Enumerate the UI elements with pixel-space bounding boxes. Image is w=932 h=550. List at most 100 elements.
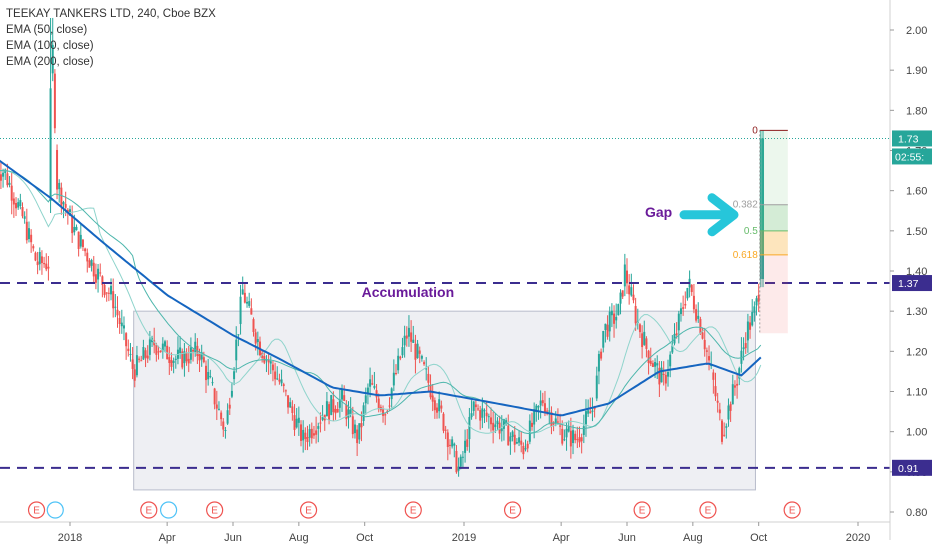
candle-body	[617, 304, 620, 316]
candle-body	[697, 315, 700, 319]
horizontal-levels[interactable]	[0, 137, 890, 469]
candle-body	[483, 410, 486, 412]
candle-body	[187, 358, 190, 364]
earnings-event-icon[interactable]	[503, 501, 522, 519]
level-badge-bg	[892, 459, 932, 476]
earnings-event-icon[interactable]	[633, 501, 651, 519]
price-axis[interactable]: 0.800.901.001.101.201.301.401.501.601.70…	[889, 0, 927, 540]
candle-body	[749, 322, 752, 330]
earnings-event-icon[interactable]	[783, 501, 801, 519]
legend-ema-100: EMA (100, close)	[6, 40, 94, 52]
candle-body	[19, 200, 22, 207]
candle-body	[336, 408, 339, 413]
legend-ema-50: EMA (50, close)	[6, 24, 88, 36]
candle-body	[170, 360, 173, 367]
candle-body	[364, 395, 367, 404]
candle-body	[746, 321, 749, 341]
candle-body	[15, 202, 18, 209]
candle-body	[185, 353, 188, 362]
earnings-event-icon[interactable]	[699, 501, 717, 519]
candle-body	[531, 422, 534, 427]
earnings-event-icon[interactable]	[404, 501, 422, 519]
candle-body	[293, 415, 296, 430]
dividend-event-icon[interactable]	[46, 501, 64, 519]
candle-body	[345, 404, 348, 420]
candle-body	[25, 221, 28, 241]
candle-body	[667, 372, 670, 377]
candle-body	[474, 404, 477, 408]
earnings-event-label: E	[639, 506, 646, 517]
candle-body	[425, 368, 428, 370]
candle-body	[660, 367, 663, 383]
candle-body	[233, 371, 236, 380]
x-tick-label: Aug	[683, 532, 703, 544]
fib-retracement[interactable]: 0 0.382 0.5 0.618	[733, 125, 788, 334]
earnings-event-icon[interactable]	[27, 501, 46, 519]
candle-body	[528, 420, 531, 442]
candle-body	[466, 439, 469, 447]
candle-body	[394, 372, 397, 374]
earnings-event-icon[interactable]	[299, 501, 318, 519]
candle-body	[619, 292, 622, 304]
candle-body	[552, 423, 555, 425]
candle-body	[727, 405, 730, 420]
candle-body	[695, 309, 698, 321]
fib-level-label: 0.5	[744, 226, 758, 237]
candle-body	[554, 418, 557, 424]
candle-body	[500, 428, 503, 432]
candle-body	[606, 324, 609, 337]
candle-body	[172, 360, 175, 363]
candle-body	[753, 306, 756, 313]
candle-body	[312, 433, 315, 436]
candle-body	[287, 395, 290, 408]
time-axis[interactable]: 2018 Apr Jun Aug Oct 2019 Apr Jun Aug Oct 2020	[0, 521, 890, 544]
candle-body	[243, 292, 246, 303]
candle-body	[310, 428, 313, 439]
candle-body	[502, 419, 505, 429]
candle-body	[157, 351, 160, 353]
candle-body	[207, 371, 210, 380]
candle-body	[308, 429, 311, 438]
candle-body	[36, 261, 39, 266]
earnings-event-label: E	[410, 506, 417, 517]
candle-body	[548, 410, 551, 412]
candle-body	[40, 256, 43, 264]
candle-body	[269, 361, 272, 364]
candle-body	[576, 439, 579, 441]
candle-body	[649, 360, 652, 364]
x-tick-label: Aug	[289, 532, 309, 544]
candle-body	[535, 405, 538, 412]
candle-body	[250, 308, 253, 315]
accumulation-zone[interactable]	[133, 310, 756, 491]
candle-body	[110, 285, 113, 295]
candle-body	[94, 274, 97, 283]
countdown-badge-bg	[892, 148, 932, 165]
y-tick-label: 1.60	[906, 186, 927, 198]
earnings-event-icon[interactable]	[140, 501, 158, 519]
candle-body	[0, 174, 2, 181]
candle-body	[401, 347, 404, 356]
candle-body	[4, 169, 7, 173]
candle-body	[675, 333, 678, 335]
candle-body	[468, 416, 471, 440]
countdown-badge: 02:55:	[895, 151, 924, 163]
earnings-event-icon[interactable]	[206, 501, 224, 519]
dividend-event-icon[interactable]	[159, 501, 178, 519]
y-tick-label: 1.80	[906, 105, 927, 117]
candle-body	[738, 368, 741, 379]
candle-body	[651, 363, 654, 367]
candle-body	[32, 246, 35, 249]
candle-body	[371, 383, 374, 385]
candle-body	[515, 442, 518, 444]
candle-body	[276, 378, 279, 380]
candle-body	[144, 350, 147, 358]
candle-body	[241, 289, 244, 295]
candle-body	[701, 332, 704, 339]
candle-body	[86, 252, 89, 262]
candle-body	[420, 355, 423, 359]
candle-body	[90, 259, 93, 266]
x-tick-label: 2020	[846, 532, 870, 544]
candle-body	[546, 410, 549, 412]
